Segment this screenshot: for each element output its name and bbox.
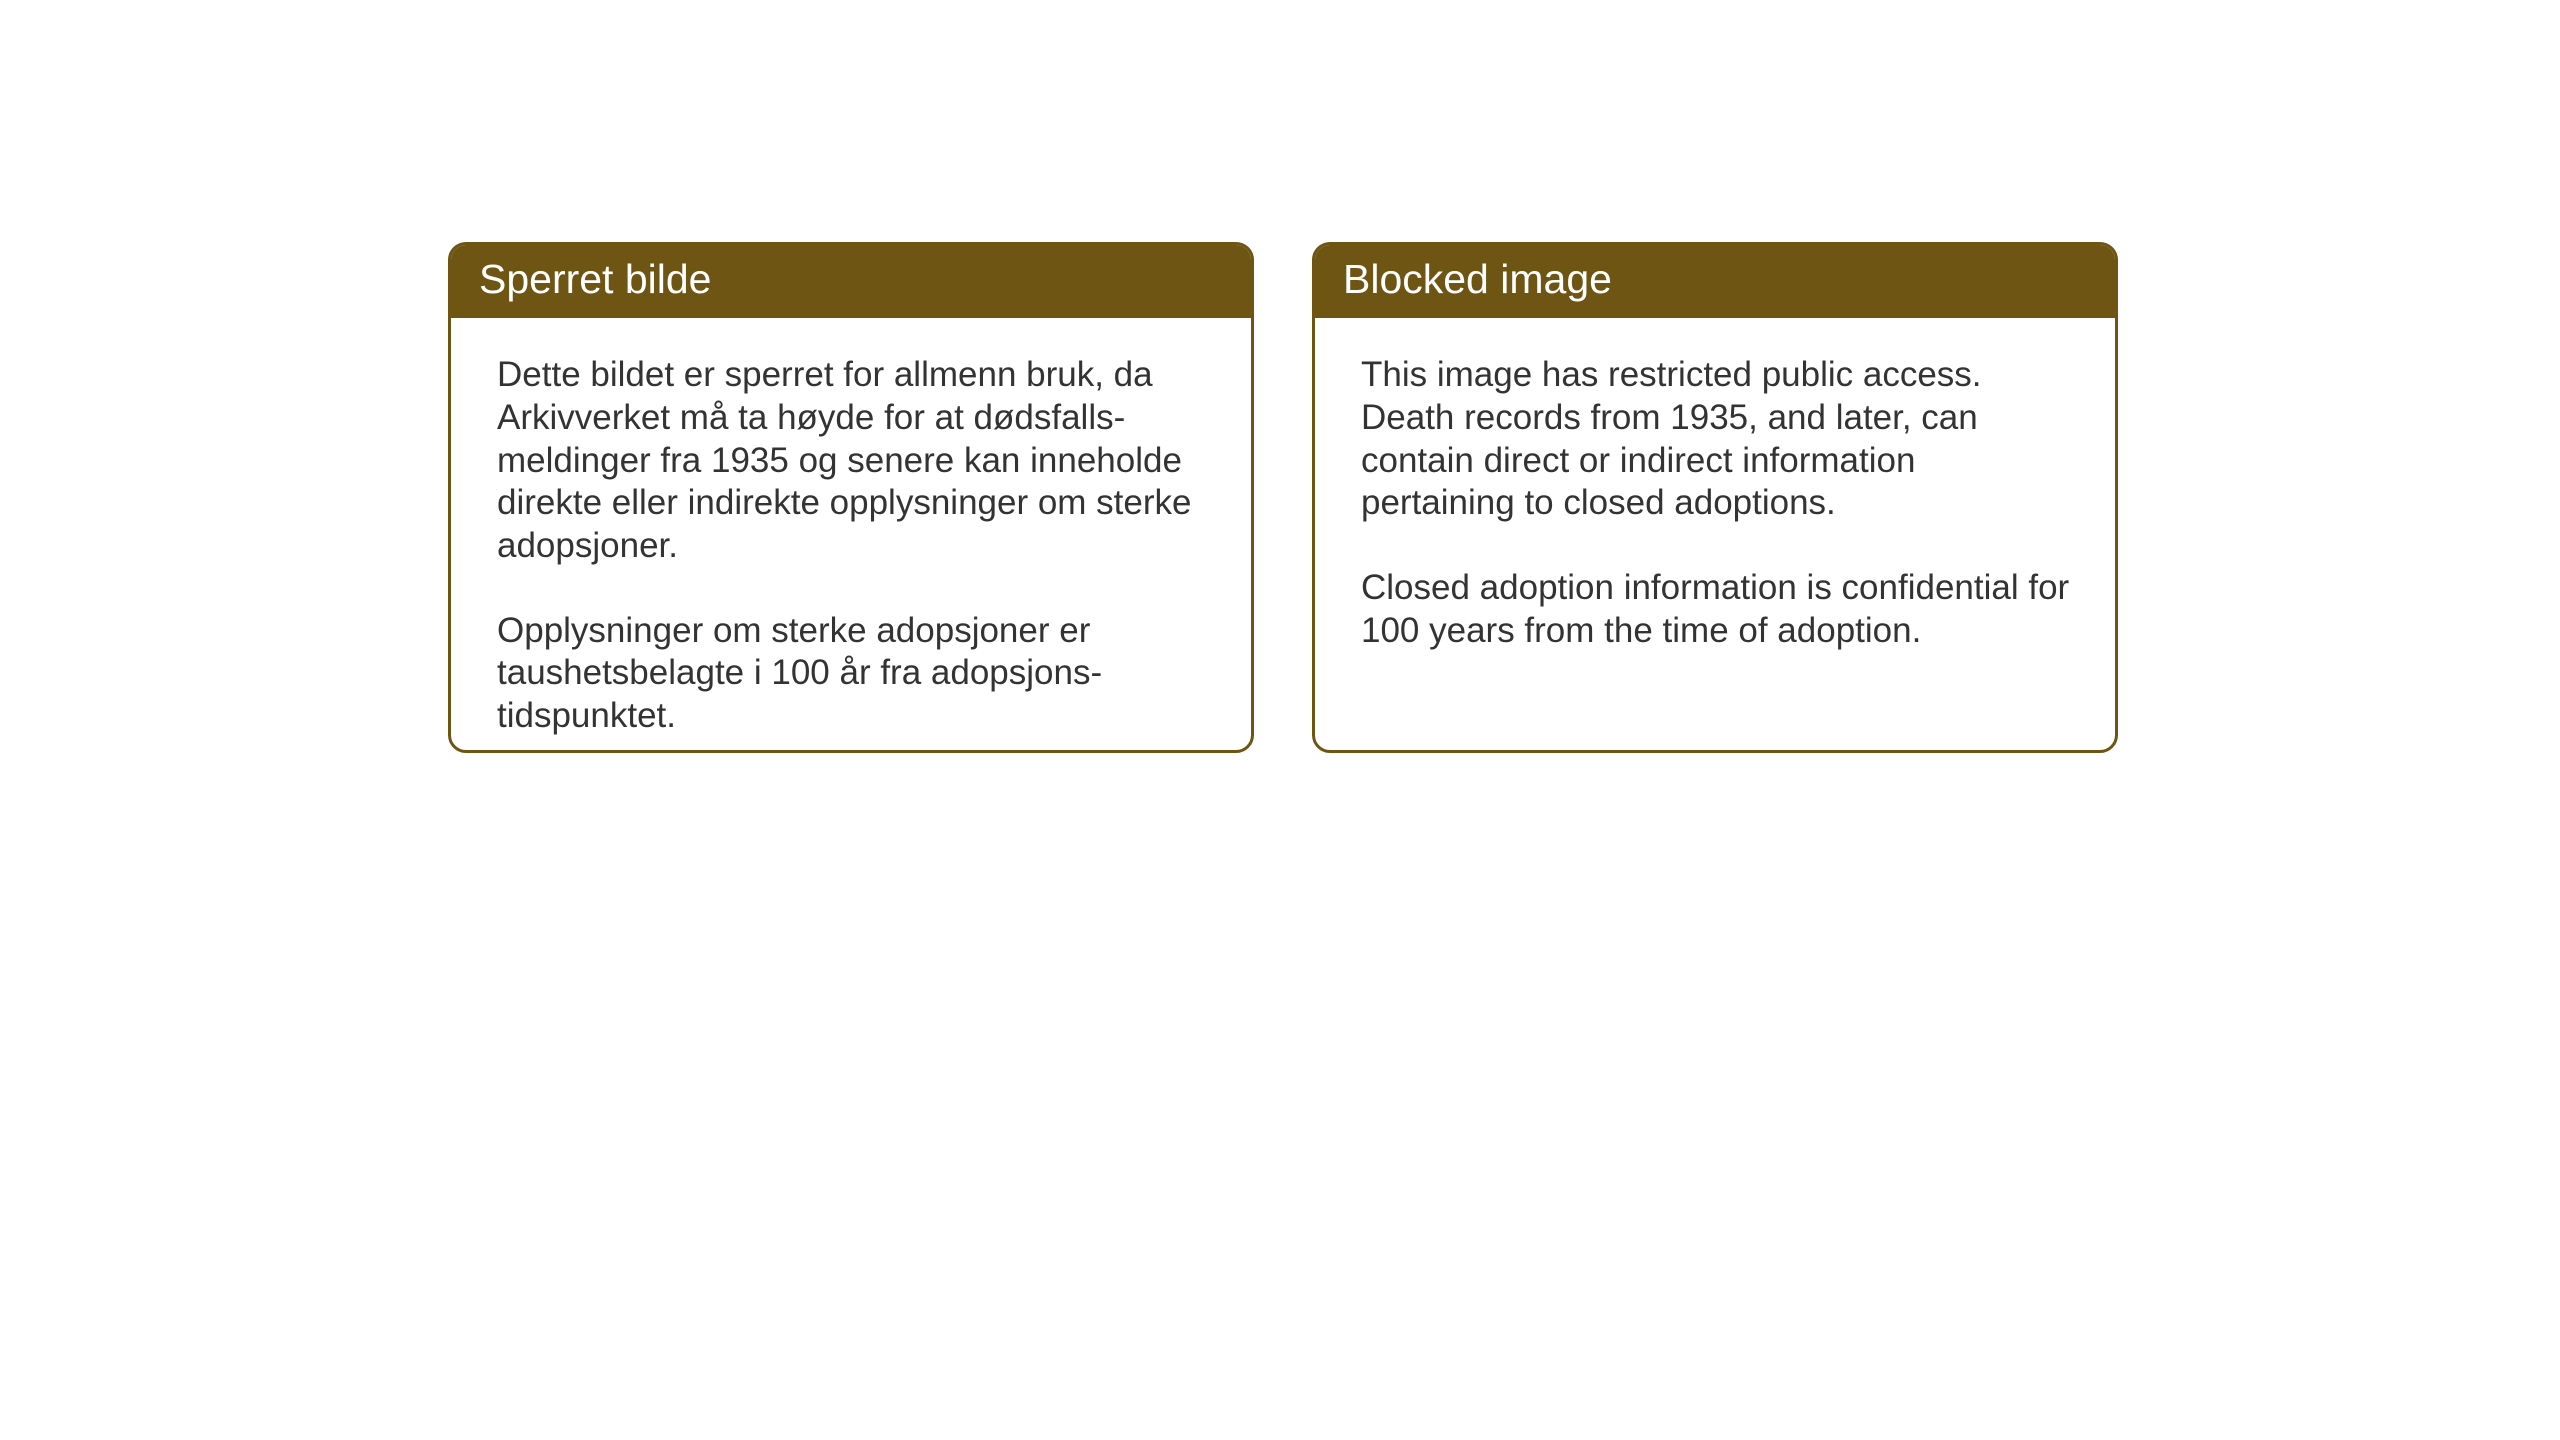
card-norwegian-header: Sperret bilde — [451, 245, 1251, 318]
card-english: Blocked image This image has restricted … — [1312, 242, 2118, 753]
card-norwegian-paragraph-1: Dette bildet er sperret for allmenn bruk… — [497, 354, 1211, 567]
notice-container: Sperret bilde Dette bildet er sperret fo… — [0, 0, 2560, 753]
card-english-header: Blocked image — [1315, 245, 2115, 318]
card-norwegian: Sperret bilde Dette bildet er sperret fo… — [448, 242, 1254, 753]
card-english-body: This image has restricted public access.… — [1315, 318, 2115, 688]
card-english-paragraph-1: This image has restricted public access.… — [1361, 354, 2075, 525]
card-norwegian-body: Dette bildet er sperret for allmenn bruk… — [451, 318, 1251, 753]
card-norwegian-paragraph-2: Opplysninger om sterke adopsjoner er tau… — [497, 610, 1211, 738]
card-english-paragraph-2: Closed adoption information is confident… — [1361, 567, 2075, 652]
